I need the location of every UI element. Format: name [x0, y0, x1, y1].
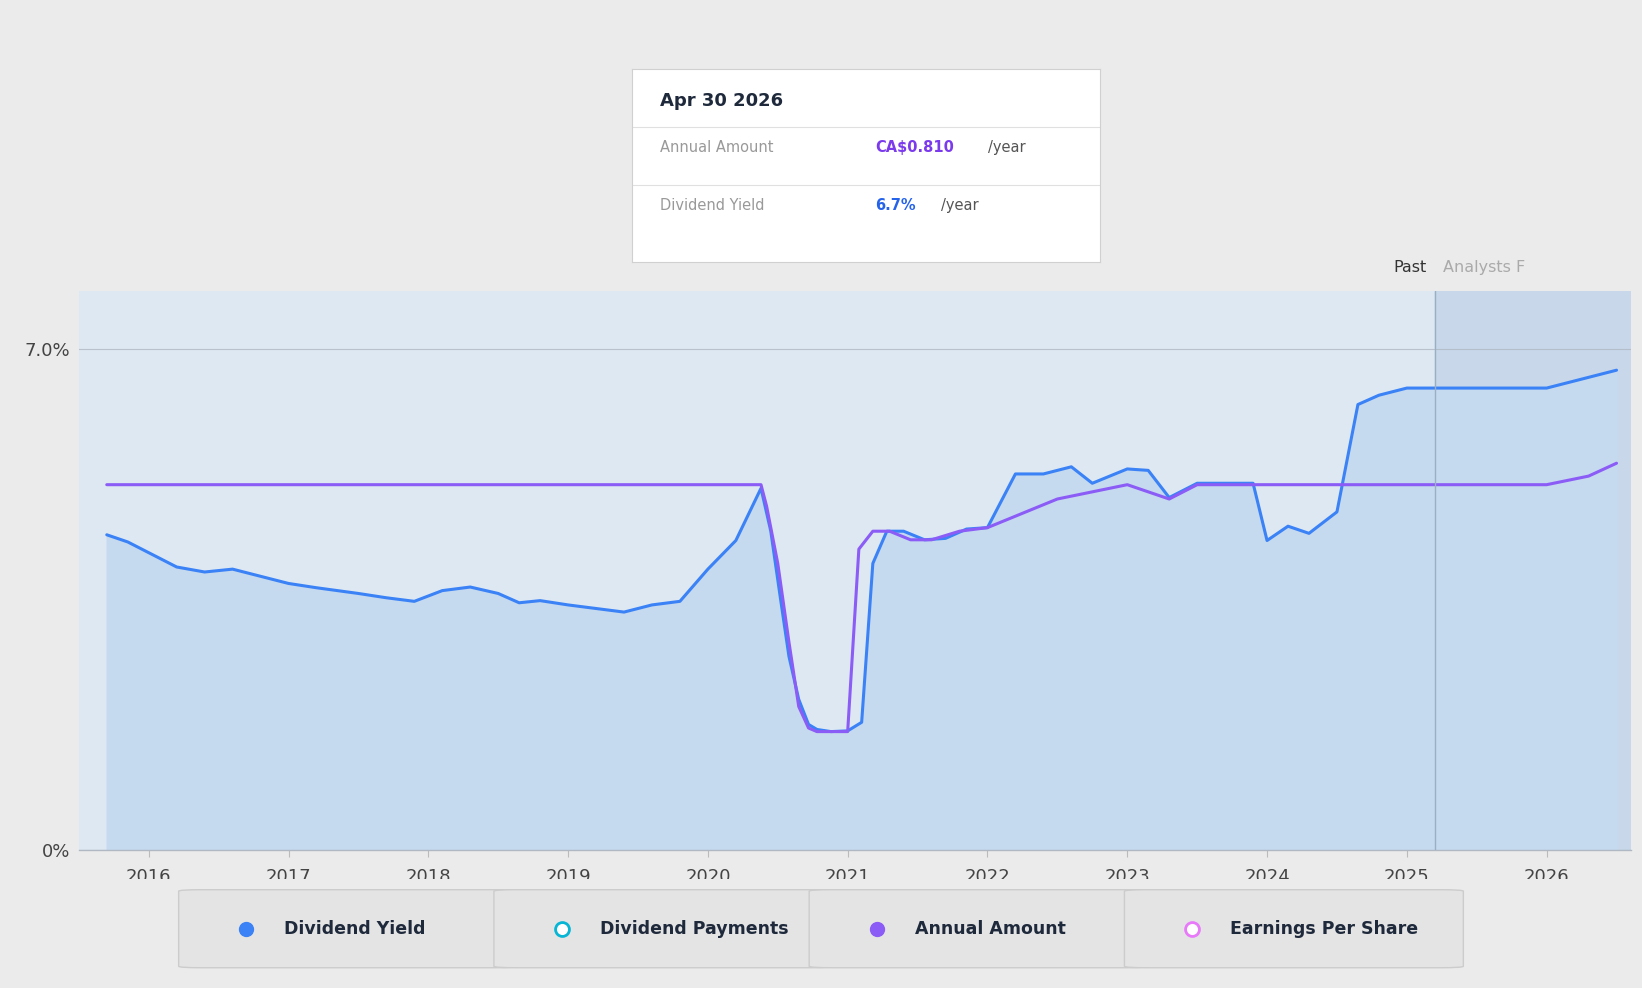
FancyBboxPatch shape [1125, 889, 1463, 968]
Text: Dividend Yield: Dividend Yield [660, 199, 765, 213]
Text: Apr 30 2026: Apr 30 2026 [660, 92, 783, 111]
Text: Annual Amount: Annual Amount [660, 140, 773, 155]
Text: Analysts F: Analysts F [1443, 260, 1525, 275]
Text: 6.7%: 6.7% [875, 199, 916, 213]
Text: Dividend Payments: Dividend Payments [599, 920, 788, 938]
FancyBboxPatch shape [179, 889, 517, 968]
Text: Dividend Yield: Dividend Yield [284, 920, 425, 938]
FancyBboxPatch shape [494, 889, 832, 968]
Text: Annual Amount: Annual Amount [915, 920, 1066, 938]
Text: Past: Past [1392, 260, 1427, 275]
Text: /year: /year [941, 199, 979, 213]
Bar [1435, 291, 1642, 850]
Text: CA$0.810: CA$0.810 [875, 140, 954, 155]
Text: /year: /year [988, 140, 1026, 155]
Text: Earnings Per Share: Earnings Per Share [1230, 920, 1419, 938]
FancyBboxPatch shape [810, 889, 1148, 968]
